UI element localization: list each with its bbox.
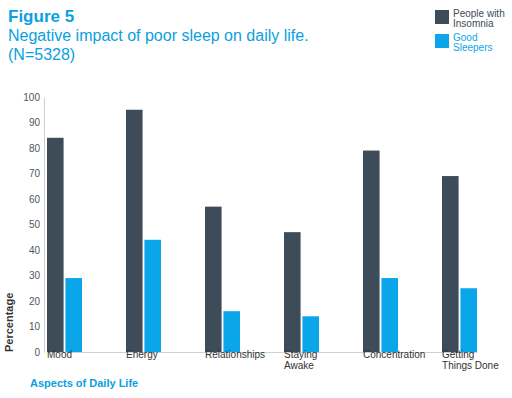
subtitle: Negative impact of poor sleep on daily l… (8, 27, 309, 63)
bar (284, 232, 301, 352)
y-tick-label: 10 (29, 321, 41, 332)
y-tick: 30 (29, 270, 44, 281)
y-tick: 10 (29, 321, 44, 332)
y-axis-line (44, 98, 45, 353)
x-tick-label: GettingThings Done (442, 349, 499, 371)
bar (302, 316, 319, 352)
text-line: Staying (284, 349, 317, 360)
x-tick: Energy (126, 349, 158, 360)
text-line: Negative impact of poor sleep on daily l… (8, 27, 309, 44)
y-tick-label: 60 (29, 194, 41, 205)
y-tick: 100 (23, 92, 44, 103)
text-line: Sleepers (453, 42, 492, 53)
text-line: (N=5328) (8, 46, 75, 63)
x-tick-label: Concentration (363, 349, 425, 360)
text-line: Energy (126, 349, 158, 360)
bar (65, 278, 82, 352)
legend-label: People withInsomnia (453, 8, 505, 29)
y-tick-label: 20 (29, 296, 41, 307)
text-line: Concentration (363, 349, 425, 360)
x-tick: Mood (47, 349, 72, 360)
bar (381, 278, 398, 352)
y-tick-label: 90 (29, 117, 41, 128)
legend: People withInsomnia GoodSleepers (435, 8, 505, 53)
y-tick: 20 (29, 296, 44, 307)
x-axis: Mood Energy Relationships StayingAwake Conce… (47, 349, 499, 371)
y-tick-label: 70 (29, 168, 41, 179)
bar (460, 288, 477, 352)
y-tick-label: 40 (29, 245, 41, 256)
x-tick-label: Energy (126, 349, 158, 360)
bar (442, 176, 459, 352)
bars (47, 110, 477, 352)
x-tick-label: Relationships (205, 349, 265, 360)
x-tick: GettingThings Done (442, 349, 499, 371)
bar (205, 207, 222, 352)
y-tick: 50 (29, 219, 44, 230)
x-tick-label: Mood (47, 349, 72, 360)
chart: Figure 5Negative impact of poor sleep on… (0, 0, 512, 398)
x-tick: Relationships (205, 349, 265, 360)
series-bars (47, 110, 459, 352)
legend-swatch (435, 34, 449, 48)
text-line: Things Done (442, 360, 499, 371)
x-tick: StayingAwake (284, 349, 317, 371)
x-tick: Concentration (363, 349, 425, 360)
y-tick-label: 100 (23, 92, 40, 103)
bar (144, 240, 161, 352)
text-line: Insomnia (453, 18, 494, 29)
text-line: Relationships (205, 349, 265, 360)
title: Figure 5 (8, 7, 74, 26)
y-axis: 0 10 20 30 40 50 60 70 80 90 100 (23, 92, 44, 358)
y-axis-title: Percentage (3, 293, 15, 352)
series-bars (65, 240, 477, 352)
text-line: Awake (284, 360, 314, 371)
bar (126, 110, 143, 352)
x-tick-label: StayingAwake (284, 349, 317, 371)
x-axis-title: Aspects of Daily Life (30, 377, 138, 389)
bar (47, 138, 64, 352)
y-tick: 70 (29, 168, 44, 179)
y-tick: 90 (29, 117, 44, 128)
bar (223, 311, 240, 352)
legend-item: People withInsomnia (435, 8, 505, 29)
y-tick: 80 (29, 143, 44, 154)
legend-item: GoodSleepers (435, 32, 492, 53)
legend-label: GoodSleepers (453, 32, 492, 53)
y-tick: 60 (29, 194, 44, 205)
y-tick: 40 (29, 245, 44, 256)
bar (363, 151, 380, 352)
legend-swatch (435, 10, 449, 24)
y-tick: 0 (34, 347, 44, 358)
text-line: Mood (47, 349, 72, 360)
y-tick-label: 50 (29, 219, 41, 230)
text-line: Getting (442, 349, 474, 360)
y-tick-label: 30 (29, 270, 41, 281)
y-tick-label: 80 (29, 143, 41, 154)
y-tick-label: 0 (34, 347, 40, 358)
